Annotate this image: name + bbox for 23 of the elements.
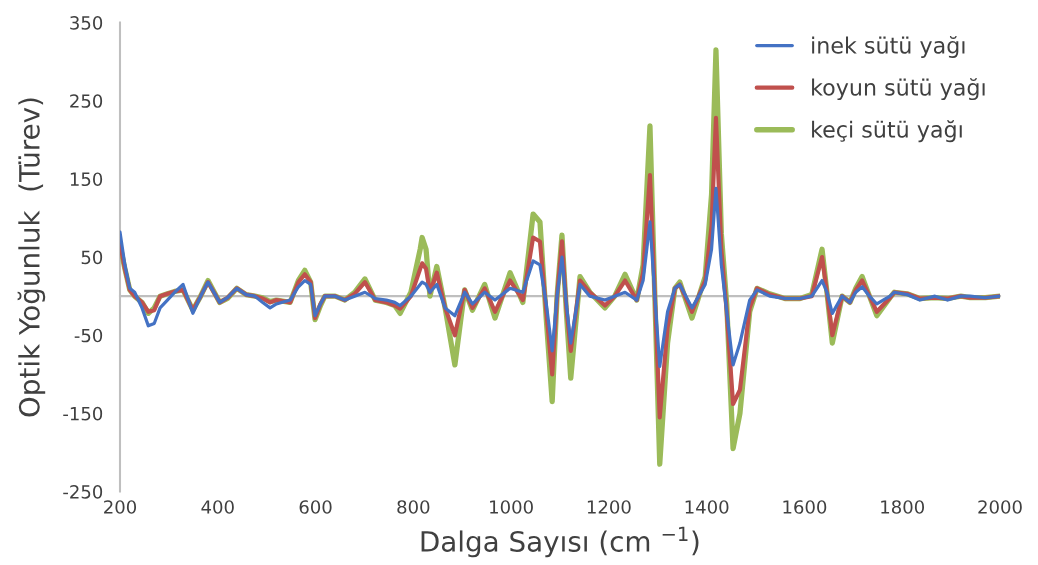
y-tick-label: -250 <box>63 485 103 499</box>
x-tick-label: 1600 <box>783 500 827 514</box>
y-tick-label: 50 <box>81 250 103 265</box>
y-tick-label: -50 <box>74 328 103 343</box>
y-tick-label: 250 <box>70 94 103 108</box>
x-tick-label: 200 <box>104 500 137 514</box>
x-tick-label: 1200 <box>587 500 631 514</box>
x-axis-title: Dalga Sayısı (cm $^{−1}$) <box>421 526 699 558</box>
x-tick-label: 1800 <box>881 500 925 514</box>
y-tick-label: 150 <box>70 172 103 187</box>
legend-label: koyun sütü yağı <box>812 78 985 101</box>
y-axis-title: Optik Yoğunluk (Türev) <box>17 98 46 417</box>
x-tick-label: 800 <box>397 500 430 514</box>
x-tick-label: 2000 <box>978 500 1022 514</box>
line-series <box>119 186 1001 369</box>
x-tick-label: 600 <box>299 500 332 514</box>
legend-label: keçi sütü yağı <box>812 120 962 143</box>
x-tick-label: 1000 <box>490 500 533 514</box>
y-tick-label: 350 <box>70 16 103 30</box>
x-tick-label: 1400 <box>685 500 729 514</box>
legend-label: inek sütü yağı <box>812 35 965 58</box>
y-tick-label: -150 <box>63 406 103 421</box>
x-tick-label: 400 <box>201 500 234 514</box>
